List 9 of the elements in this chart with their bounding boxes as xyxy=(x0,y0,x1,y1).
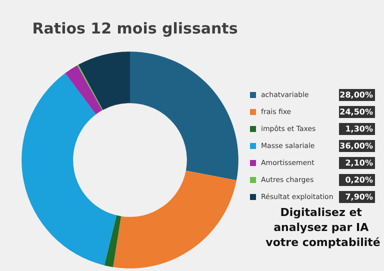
data-label: 0,20% xyxy=(345,176,373,184)
text: Digitalisez et analysez par IA votre comptabilité xyxy=(266,206,380,249)
data-label: 28,00% xyxy=(340,90,373,100)
data-label: 7,90% xyxy=(345,192,373,202)
data-label: 24,50% xyxy=(340,108,373,116)
data-label: 36,00% xyxy=(340,142,373,150)
data-label: 2,10% xyxy=(345,158,373,168)
chart-title: Ratios 12 mois glissants xyxy=(32,20,238,38)
data-label: 1,30% xyxy=(345,124,373,134)
